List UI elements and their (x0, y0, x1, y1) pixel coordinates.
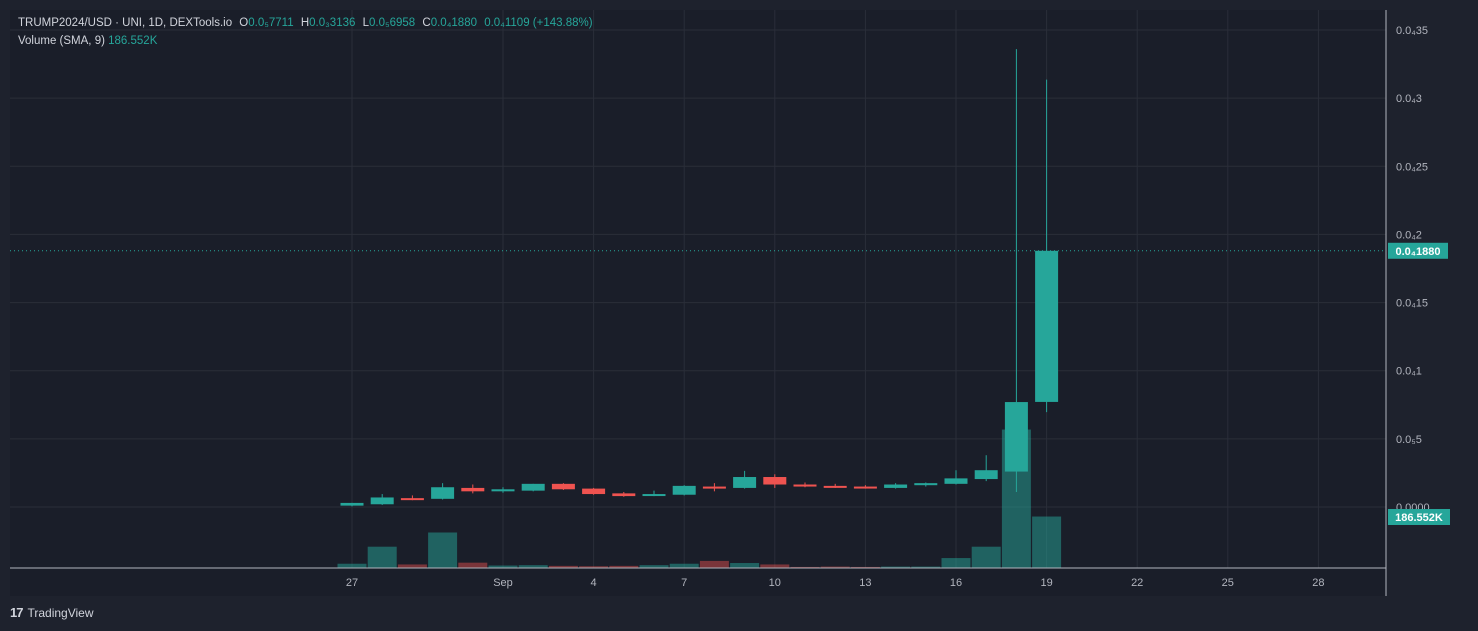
volume-bar (609, 565, 639, 568)
date-tick-label: 10 (769, 577, 781, 589)
candle-body (491, 489, 515, 492)
volume-bar (548, 565, 578, 568)
volume-bar (669, 563, 699, 568)
volume-legend-label: Volume (SMA, 9) (18, 35, 105, 47)
candle-body (340, 502, 364, 506)
candle-body (974, 470, 998, 480)
legend-low-value: 0.0₅6958 (369, 17, 416, 29)
legend-high-value: 0.0₃3136 (309, 17, 356, 29)
volume-bar (337, 563, 367, 568)
candle-body (793, 484, 817, 487)
date-tick-label: Sep (493, 577, 513, 589)
legend-close-value: 0.0₄1880 (430, 17, 477, 29)
legend-open-label: O (239, 17, 249, 29)
tradingview-name: TradingView (27, 605, 94, 620)
date-tick-label: 7 (681, 577, 687, 589)
candle-body (612, 493, 636, 497)
candle-body (733, 477, 757, 488)
tradingview-logo-icon: 17 (10, 605, 24, 620)
volume-legend-value: 186.552K (108, 35, 158, 47)
price-tick-label: 0.0₄15 (1396, 298, 1428, 310)
candle-body (672, 485, 696, 495)
grid-layer (10, 10, 1386, 596)
volume-bar (850, 566, 880, 568)
date-tick-label: 4 (591, 577, 597, 589)
candle-body (431, 487, 455, 499)
candle-layer (340, 49, 1059, 507)
price-tick-label: 0.0₄25 (1396, 161, 1428, 173)
volume-bar (820, 566, 850, 568)
legend-high-label: H (300, 17, 310, 29)
candle-body (702, 486, 726, 489)
price-tick-label: 0.0₄35 (1396, 25, 1428, 37)
axis-layer: 0.0₄35 0.0₄3 0.0₄25 0.0₄2 0.0₄15 0.0₄1 0.0₅5 0.… (10, 10, 1450, 596)
date-tick-label: 19 (1040, 577, 1052, 589)
volume-bar (730, 563, 760, 568)
price-tick-label: 0.0₄3 (1396, 93, 1422, 105)
volume-bar (971, 546, 1001, 568)
chart-legend: TRUMP2024/USD · UNI, 1D, DEXTools.io O0.… (18, 17, 597, 29)
legend-change: 0.0₄1109 (+143.88%) (484, 17, 593, 29)
date-tick-label: 22 (1131, 577, 1143, 589)
volume-bar (639, 565, 669, 568)
candle-body (853, 486, 877, 489)
last-price-badge (1388, 242, 1448, 259)
candle-body (823, 485, 847, 488)
date-tick-label: 13 (859, 577, 871, 589)
tradingview-brand[interactable]: 17 TradingView (10, 605, 94, 620)
last-price-badge-text: 0.0₄1880 (1395, 246, 1440, 258)
volume-bar (518, 565, 548, 568)
date-tick-label: 16 (950, 577, 962, 589)
volume-bar (488, 565, 518, 568)
candle-body (1035, 250, 1059, 402)
date-tick-label: 28 (1312, 577, 1324, 589)
candle-body (1004, 402, 1028, 472)
candle-body (763, 477, 787, 485)
volume-legend: Volume (SMA, 9) 186.552K (18, 35, 157, 47)
volume-bar (760, 564, 790, 568)
price-tick-label: 0.0₄1 (1396, 366, 1422, 378)
legend-symbol: TRUMP2024/USD · UNI, 1D, DEXTools.io (18, 17, 233, 29)
candle-body (370, 497, 394, 505)
legend-open-value: 0.0₅7711 (248, 17, 294, 29)
candle-body (582, 488, 606, 495)
volume-bar (579, 566, 609, 568)
candle-body (884, 484, 908, 488)
date-tick-label: 27 (346, 577, 358, 589)
volume-bar (881, 566, 911, 568)
candle-body (642, 494, 666, 497)
price-tick-label: 0.0₅5 (1396, 434, 1422, 446)
volume-badge (1388, 509, 1450, 525)
candle-body (914, 483, 938, 486)
volume-bar (367, 546, 397, 568)
volume-bar (911, 566, 941, 568)
legend-low-label: L (362, 17, 369, 29)
price-tick-label: 0.0₄2 (1396, 229, 1422, 241)
candle-body (551, 483, 575, 490)
volume-badge-text: 186.552K (1395, 512, 1443, 524)
legend-close-label: C (422, 17, 431, 29)
candle-body (461, 487, 485, 492)
date-tick-label: 25 (1222, 577, 1234, 589)
candle-body (400, 498, 424, 501)
volume-bar (941, 558, 971, 568)
volume-bar (790, 566, 820, 568)
volume-bar (428, 532, 458, 568)
candle-body (521, 483, 545, 491)
volume-bar (699, 560, 729, 568)
candle-body (944, 478, 968, 484)
volume-bar (458, 562, 488, 568)
volume-bar (397, 564, 427, 568)
volume-bar (1032, 516, 1062, 568)
